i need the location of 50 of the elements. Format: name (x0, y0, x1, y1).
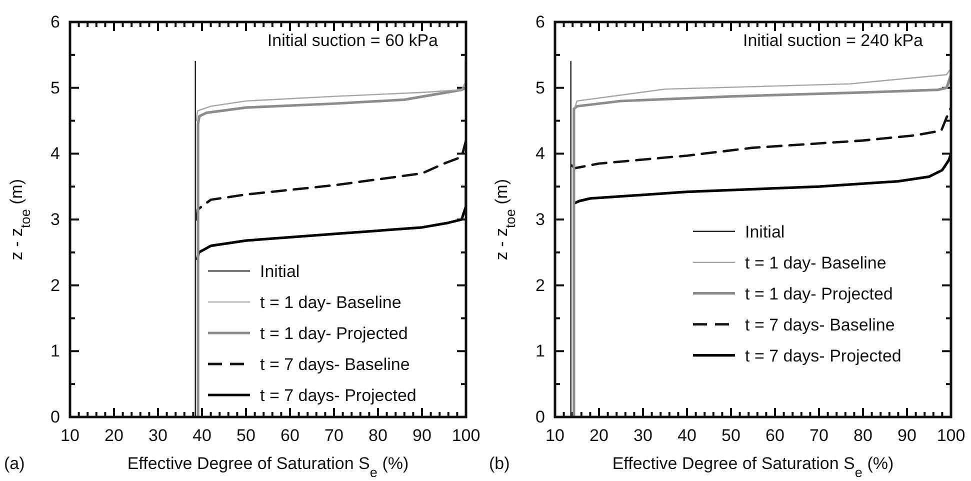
x-tick-label: 50 (722, 426, 740, 446)
y-tick-label: 0 (50, 407, 60, 426)
x-tick-label: 60 (766, 426, 784, 446)
x-tick-label: 90 (898, 426, 916, 446)
legend-label: t = 7 days- Projected (260, 386, 416, 405)
legend-label: t = 1 day- Baseline (260, 292, 402, 312)
y-tick-label: 6 (50, 12, 60, 32)
x-tick-label: 50 (236, 426, 256, 446)
x-tick-label: 80 (854, 426, 872, 446)
x-tick-label: 40 (192, 426, 212, 446)
x-tick-label: 10 (546, 426, 564, 446)
y-tick-label: 4 (50, 144, 60, 164)
y-tick-label: 4 (536, 144, 545, 164)
annotation: Initial suction = 240 kPa (742, 31, 924, 50)
x-tick-label: 100 (936, 426, 966, 446)
legend-label: Initial (745, 222, 785, 242)
x-tick-label: 10 (60, 426, 80, 446)
x-tick-label: 30 (634, 426, 652, 446)
y-tick-label: 1 (536, 342, 545, 361)
text: (a) (4, 454, 25, 473)
x-axis-title: Effective Degree of Saturation S$_{e}$ (%) (612, 454, 894, 480)
legend-label: t = 1 day- Baseline (745, 253, 886, 272)
x-tick-label: 60 (280, 426, 300, 446)
x-tick-label: 40 (678, 426, 696, 446)
legend-label: t = 7 days- Baseline (745, 315, 895, 334)
y-tick-label: 5 (50, 78, 60, 98)
y-tick-label: 2 (50, 276, 60, 295)
legend-label: t = 7 days- Baseline (260, 354, 410, 374)
y-tick-label: 3 (50, 210, 60, 229)
x-tick-label: 20 (590, 426, 608, 446)
y-tick-label: 5 (536, 78, 545, 98)
text: (b) (489, 454, 510, 473)
y-tick-label: 1 (50, 342, 60, 361)
y-tick-label: 0 (536, 407, 545, 426)
x-tick-label: 70 (810, 426, 828, 446)
y-tick-label: 2 (536, 276, 545, 295)
legend-label: t = 1 day- Projected (745, 284, 893, 304)
legend-label: t = 7 days- Projected (745, 346, 902, 366)
legend-label: Initial (260, 262, 300, 281)
x-axis-title: Effective Degree of Saturation S$_{e}$ (%) (127, 454, 409, 480)
x-tick-label: 90 (412, 426, 432, 446)
x-tick-label: 100 (452, 426, 480, 446)
x-tick-label: 20 (104, 426, 124, 446)
y-tick-label: 3 (536, 210, 545, 229)
x-tick-label: 70 (324, 426, 344, 446)
y-tick-label: 6 (536, 12, 545, 32)
annotation: Initial suction = 60 kPa (267, 31, 439, 50)
x-tick-label: 30 (148, 426, 168, 446)
x-tick-label: 80 (368, 426, 388, 446)
legend-label: t = 1 day- Projected (260, 324, 408, 343)
